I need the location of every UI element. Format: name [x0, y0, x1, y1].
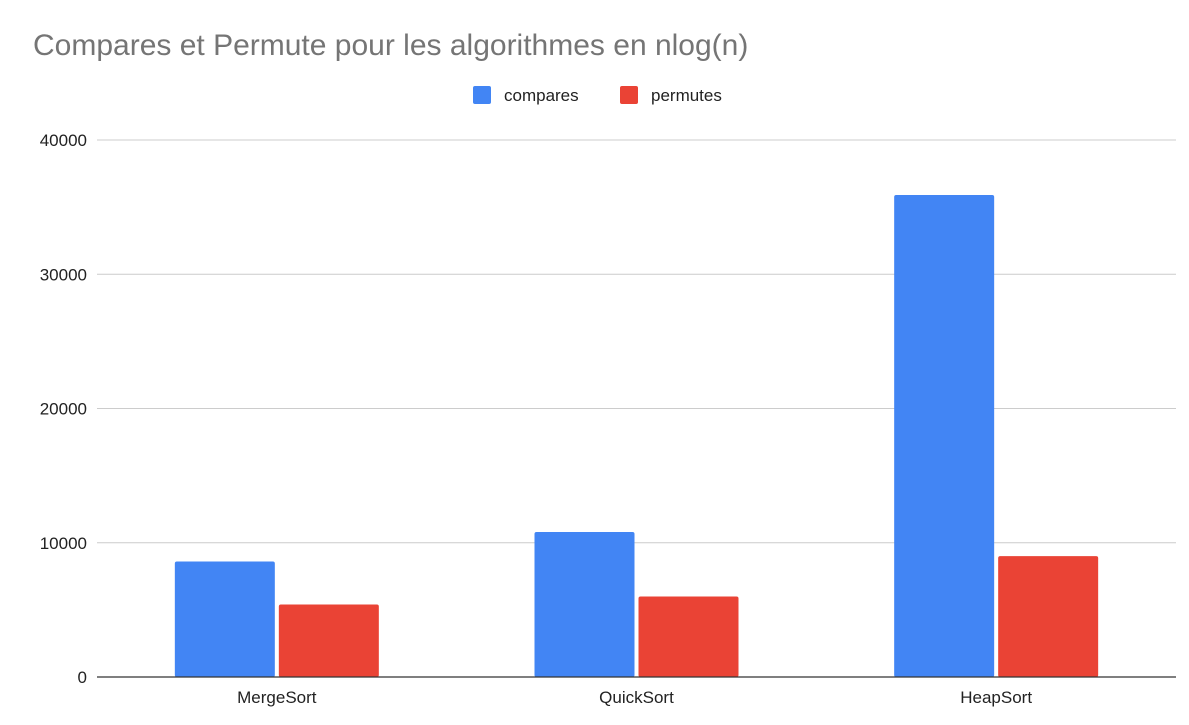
bar-permutes-HeapSort — [998, 556, 1099, 677]
legend-label-permutes: permutes — [651, 86, 722, 105]
bar-compares-HeapSort — [894, 195, 995, 678]
y-tick-label: 40000 — [40, 131, 87, 150]
x-category-label: QuickSort — [599, 688, 674, 707]
y-tick-label: 0 — [78, 668, 87, 687]
legend-swatch-permutes — [620, 86, 638, 104]
bar-permutes-MergeSort — [278, 604, 379, 677]
x-category-label: HeapSort — [960, 688, 1032, 707]
legend-label-compares: compares — [504, 86, 579, 105]
y-tick-label: 10000 — [40, 534, 87, 553]
bar-permutes-QuickSort — [638, 596, 739, 677]
legend-swatch-compares — [473, 86, 491, 104]
bar-compares-QuickSort — [534, 532, 635, 677]
bars — [174, 195, 1099, 678]
gridlines — [97, 139, 1176, 544]
y-tick-label: 20000 — [40, 400, 87, 419]
bar-compares-MergeSort — [174, 561, 275, 677]
legend: compares permutes — [473, 86, 722, 105]
y-tick-label: 30000 — [40, 265, 87, 284]
x-axis-labels: MergeSort QuickSort HeapSort — [237, 688, 1032, 707]
x-category-label: MergeSort — [237, 688, 317, 707]
chart-title: Compares et Permute pour les algorithmes… — [33, 29, 748, 62]
y-axis-ticks: 0 10000 20000 30000 40000 — [40, 131, 87, 687]
